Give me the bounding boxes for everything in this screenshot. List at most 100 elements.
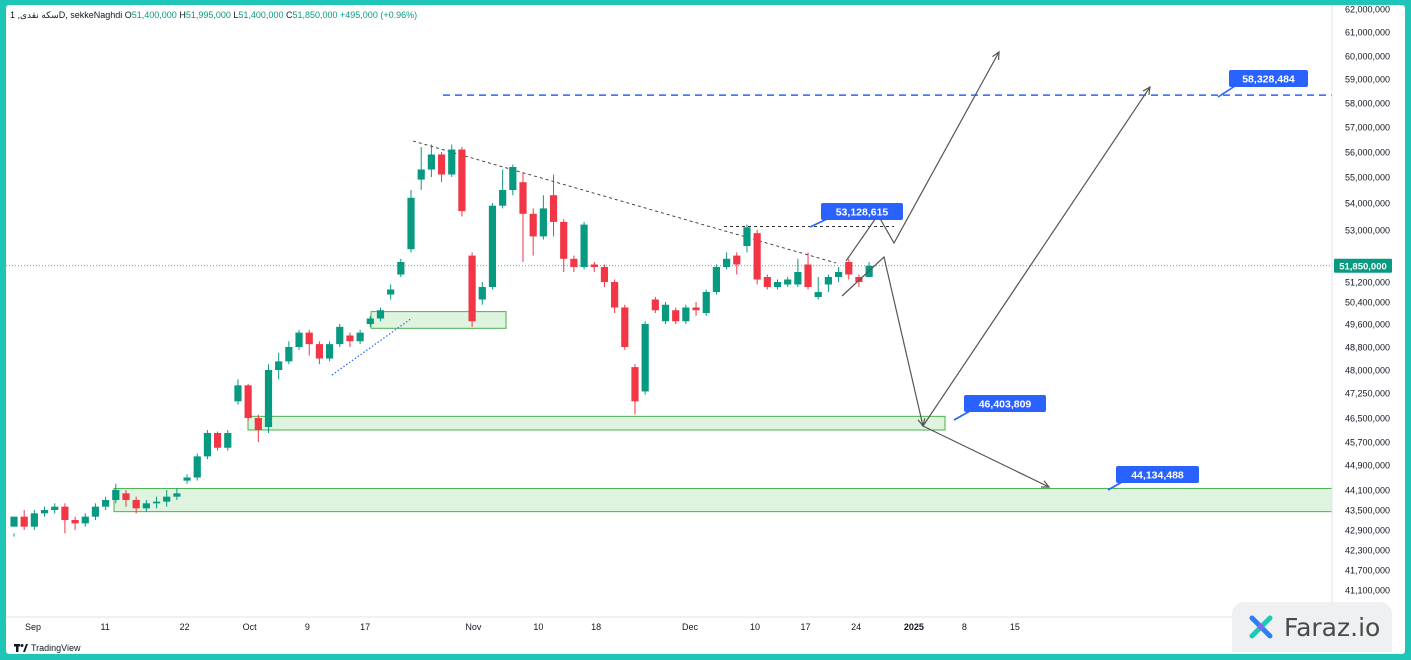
candle-48: [499, 169, 507, 209]
candle-27: [285, 341, 293, 365]
candle-body: [631, 367, 639, 402]
breakout-label-53m-bg: [821, 203, 903, 220]
candle-body: [356, 332, 364, 342]
target-label-58m: 58,328,484: [1217, 70, 1308, 98]
candle-20: [214, 431, 222, 451]
candle-57: [590, 262, 598, 272]
candle-58: [600, 264, 609, 287]
x-tick-label: Dec: [682, 622, 699, 632]
support-trendline: [331, 317, 413, 376]
breakout-label-53m: 53,128,615: [809, 203, 903, 228]
candle-body: [417, 169, 425, 180]
candle-40: [417, 147, 425, 190]
candle-body: [661, 304, 670, 322]
candle-71: [733, 252, 741, 275]
support-label-46m-text: 46,403,809: [979, 399, 1032, 411]
candle-5: [61, 503, 69, 534]
legend-symbol: سکه نقدی, 1D, sekkeNaghdi: [10, 10, 123, 20]
candle-75: [773, 279, 782, 290]
x-tick-label: Nov: [465, 622, 482, 632]
candle-52: [539, 195, 547, 240]
x-tick-label: Sep: [25, 622, 41, 632]
candle-37: [387, 284, 395, 300]
target-label-58m-bg: [1229, 70, 1308, 87]
candle-body: [30, 513, 38, 527]
candle-body: [163, 496, 171, 502]
candle-body: [794, 272, 802, 285]
candle-45: [468, 252, 476, 327]
candle-3: [40, 506, 49, 517]
candle-body: [600, 267, 609, 282]
candle-body: [61, 506, 69, 520]
candle-46: [478, 282, 486, 305]
candle-53: [549, 174, 558, 237]
support-label-44m-pointer: [1107, 481, 1123, 491]
candle-19: [203, 430, 212, 460]
tradingview-logo[interactable]: TradingView: [14, 643, 81, 653]
candle-body: [214, 433, 222, 448]
candle-78: [804, 252, 812, 290]
candle-body: [814, 292, 822, 297]
resistance-trendline: [412, 140, 837, 264]
candle-50: [519, 172, 527, 262]
candle-body: [621, 307, 629, 347]
candle-60: [621, 304, 629, 350]
candle-body: [733, 255, 741, 265]
y-tick-label: 45,700,000: [1345, 438, 1390, 448]
y-tick-label: 43,500,000: [1345, 506, 1390, 516]
y-tick-label: 54,000,000: [1345, 199, 1390, 209]
candle-body: [173, 493, 181, 497]
candle-79: [814, 277, 822, 300]
candle-13: [142, 500, 150, 512]
candle-body: [560, 221, 568, 259]
candle-67: [692, 302, 700, 316]
candle-73: [753, 230, 761, 285]
x-tick-label: 2025: [904, 622, 924, 632]
x-tick-label: 17: [801, 622, 811, 632]
candle-47: [488, 203, 497, 290]
candle-body: [40, 510, 49, 514]
candle-body: [275, 361, 283, 370]
candle-body: [305, 332, 313, 345]
support-label-44m-text: 44,134,488: [1131, 470, 1184, 482]
candle-82: [845, 258, 853, 280]
bullish-scenario-arrow: [845, 50, 1000, 262]
candlestick-chart[interactable]: 58,328,484 53,128,615 46,403,809 44,134,488…: [6, 5, 1405, 654]
candle-72: [743, 224, 751, 253]
candle-64: [661, 302, 670, 324]
candle-25: [264, 364, 273, 433]
candle-body: [651, 299, 659, 311]
x-tick-label: 10: [750, 622, 760, 632]
candle-body: [692, 307, 700, 311]
candle-body: [834, 272, 843, 277]
bearish-scenario-arrow-path: [841, 255, 924, 427]
candle-body: [20, 516, 28, 527]
candle-8: [91, 503, 100, 520]
candle-body: [91, 506, 100, 517]
candle-68: [702, 289, 710, 316]
candle-14: [152, 496, 161, 509]
candle-74: [763, 274, 771, 290]
candle-body: [183, 477, 191, 481]
candle-69: [712, 264, 721, 295]
candle-body: [488, 205, 497, 287]
candle-body: [702, 292, 710, 313]
candle-body: [773, 282, 782, 287]
support-zone-lower: [113, 487, 1333, 513]
candle-body: [285, 347, 293, 362]
candle-61: [631, 364, 639, 415]
candle-body: [102, 500, 110, 507]
y-tick-label: 62,000,000: [1345, 5, 1390, 15]
candle-body: [427, 154, 435, 170]
y-tick-label: 58,000,000: [1345, 99, 1390, 109]
support-label-46m-pointer: [953, 410, 971, 421]
candle-body: [336, 326, 344, 345]
candle-body: [315, 344, 323, 359]
x-tick-label: 17: [360, 622, 370, 632]
candle-15: [163, 490, 171, 507]
y-tick-label: 57,000,000: [1345, 123, 1390, 133]
candle-body: [366, 318, 374, 324]
candle-body: [478, 287, 486, 300]
candle-body: [325, 344, 334, 359]
x-tick-label: 8: [962, 622, 967, 632]
